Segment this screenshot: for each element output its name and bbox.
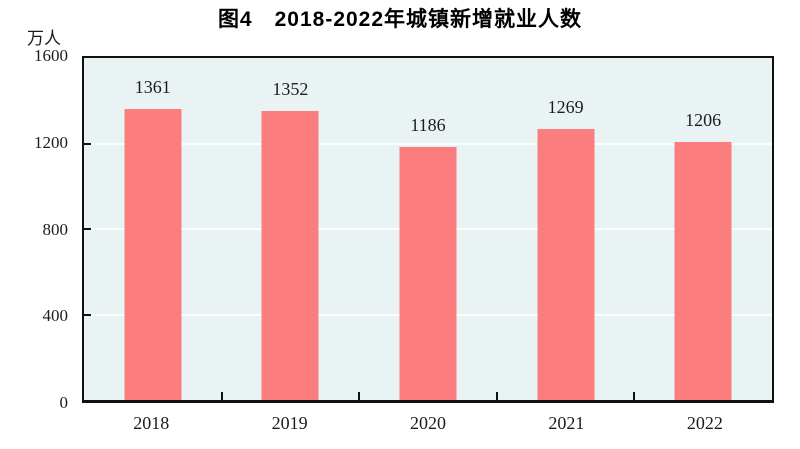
x-tick-label-2019: 2019 [271,413,308,433]
bar-series: 1361 1352 1186 1269 1206 [84,58,772,400]
category-cell-2019: 1352 [220,58,360,400]
x-tick-mark-1 [220,392,223,400]
y-tick-label-1200: 1200 [34,132,68,152]
x-tick-label-2021: 2021 [548,413,585,433]
x-axis-tick-labels: 2018 2019 2020 2021 2022 [82,407,774,437]
bar-value-label-2021: 1269 [547,96,584,117]
y-tick-label-0: 0 [59,393,69,412]
x-tick-mark-4 [633,392,636,400]
x-tick-mark-3 [495,392,498,400]
bar-value-label-2020: 1186 [410,114,446,135]
x-tick-mark-2 [358,392,361,400]
y-tick-label-1600: 1600 [34,46,68,65]
x-tick-label-2020: 2020 [410,413,447,433]
y-tick-mark-1200 [84,142,91,145]
y-tick-mark-800 [84,228,91,230]
category-cell-2021: 1269 [495,58,635,400]
bar-2021 [537,128,595,400]
category-cell-2022: 1206 [633,58,772,400]
bar-value-label-2019: 1352 [272,79,309,100]
y-axis-unit-label: 万人 [27,29,61,48]
y-tick-mark-400 [84,313,91,316]
category-cell-2020: 1186 [358,58,497,400]
bar-2020 [399,146,457,400]
bar-2019 [261,111,319,400]
bar-value-label-2022: 1206 [685,110,722,131]
y-tick-label-800: 800 [42,219,69,239]
plot-area: 1361 1352 1186 1269 1206 [82,56,774,403]
y-axis-tick-labels: 0 400 800 1200 1600 [0,46,74,412]
bar-2022 [674,142,732,400]
x-tick-label-2018: 2018 [133,413,170,433]
x-tick-label-2022: 2022 [686,413,723,433]
chart-title: 图4 2018-2022年城镇新增就业人数 [217,8,583,31]
y-tick-label-400: 400 [42,306,69,326]
gridline-y-1200 [84,142,772,145]
bar-value-label-2018: 1361 [134,77,171,98]
category-cell-2018: 1361 [84,58,222,400]
bar-2018 [124,109,182,400]
